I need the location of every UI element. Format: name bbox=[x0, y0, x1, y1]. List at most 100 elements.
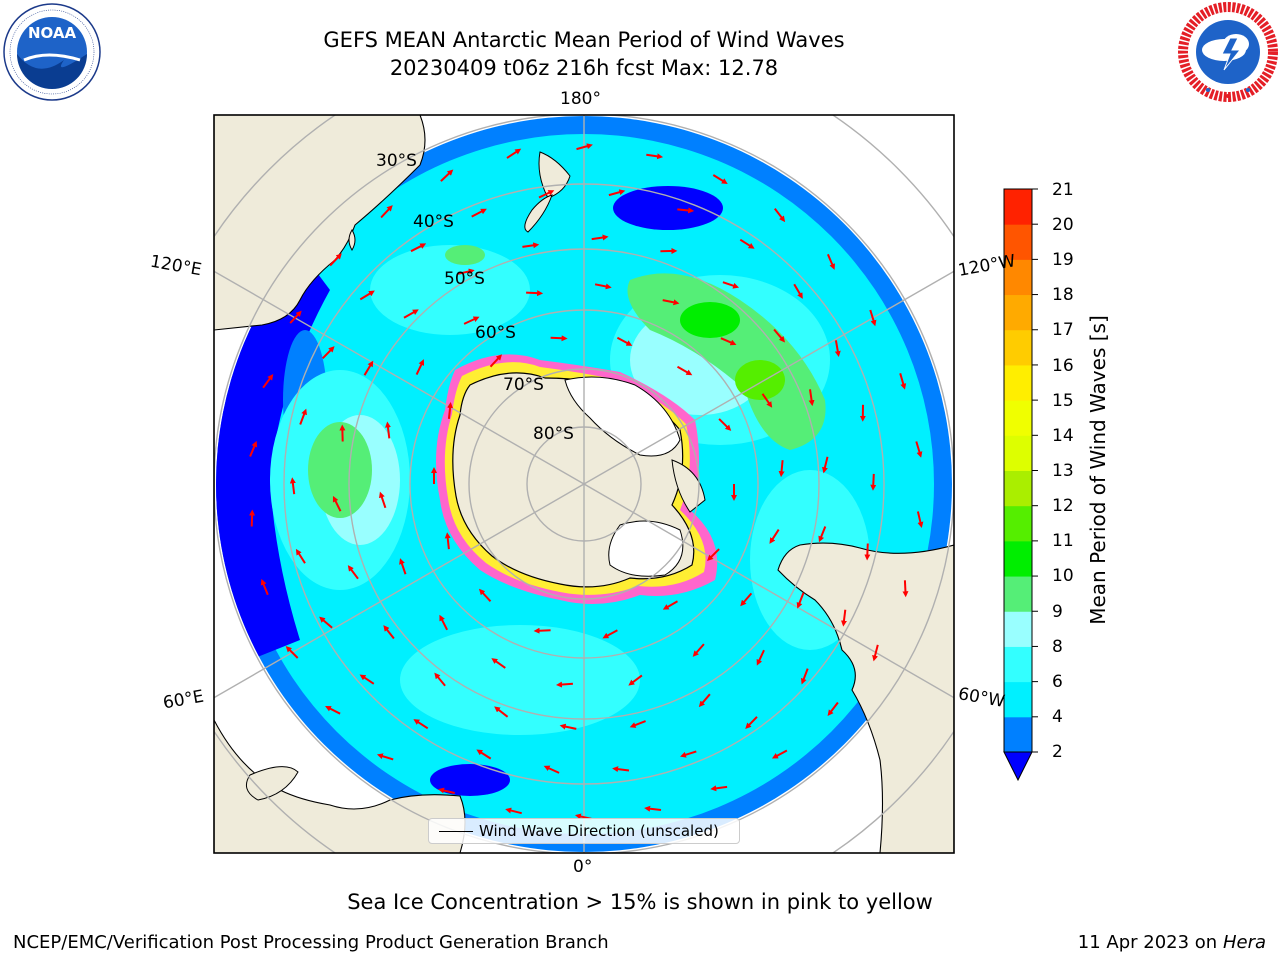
colorbar-level bbox=[1004, 505, 1032, 542]
map-legend: Wind Wave Direction (unscaled) bbox=[428, 818, 740, 844]
wave-direction-arrow bbox=[870, 473, 877, 491]
graticule bbox=[214, 115, 954, 853]
colorbar-tick: 12 bbox=[1052, 496, 1074, 516]
wave-direction-arrow bbox=[332, 495, 342, 512]
wave-direction-arrow bbox=[522, 242, 540, 249]
colorbar-tick: 21 bbox=[1052, 180, 1074, 200]
wave-direction-arrow bbox=[440, 169, 454, 182]
wave-direction-arrow bbox=[644, 805, 662, 812]
footer-credit: NCEP/EMC/Verification Post Processing Pr… bbox=[13, 932, 609, 953]
wave-direction-arrow bbox=[359, 674, 375, 685]
colorbar-level bbox=[1004, 329, 1032, 366]
plot-title-line1: GEFS MEAN Antarctic Mean Period of Wind … bbox=[323, 28, 845, 52]
wave-direction-arrow bbox=[526, 290, 544, 297]
legend-line-icon bbox=[439, 831, 473, 832]
footer-date-text: 11 Apr 2023 on bbox=[1077, 932, 1223, 953]
colorbar-tick: 19 bbox=[1052, 250, 1074, 270]
wave-direction-arrow bbox=[379, 491, 387, 509]
ronne-ice-shelf bbox=[608, 520, 684, 577]
wave-direction-arrow bbox=[289, 310, 302, 324]
wave-direction-arrow bbox=[249, 509, 256, 527]
footer-date: 11 Apr 2023 on Hera bbox=[1078, 932, 1266, 953]
lat-label-50s: 50°S bbox=[444, 269, 485, 289]
wave-direction-arrow bbox=[439, 614, 448, 631]
wave-direction-arrow bbox=[710, 785, 728, 792]
wave-direction-arrow bbox=[612, 766, 630, 773]
wave-direction-arrow bbox=[299, 408, 307, 425]
wave-direction-arrow bbox=[494, 706, 509, 718]
map-frame bbox=[213, 114, 955, 854]
wave-direction-arrow bbox=[506, 148, 522, 159]
wave-direction-arrow bbox=[260, 578, 269, 596]
colorbar-level bbox=[1004, 364, 1032, 401]
wave-direction-arrow bbox=[707, 548, 720, 562]
colorbar-tick: 11 bbox=[1052, 531, 1074, 551]
wave-direction-arrow bbox=[718, 418, 732, 431]
lat-label-70s: 70°S bbox=[503, 375, 544, 395]
colorbar-level bbox=[1004, 681, 1032, 718]
lat-label-60s: 60°S bbox=[475, 323, 516, 343]
wave-direction-arrow bbox=[415, 359, 425, 376]
wave-direction-arrow bbox=[628, 674, 643, 686]
wave-direction-arrow bbox=[864, 543, 871, 561]
colorbar-level bbox=[1004, 224, 1032, 260]
wave-direction-arrow bbox=[359, 290, 375, 301]
wave-direction-arrow bbox=[773, 328, 786, 343]
wave-direction-arrow bbox=[778, 460, 785, 478]
wave-direction-arrow bbox=[915, 441, 923, 458]
plot-title-line2: 20230409 t06z 216h fcst Max: 12.78 bbox=[389, 56, 779, 80]
wave-direction-arrow bbox=[840, 609, 847, 627]
wave-direction-arrow bbox=[680, 750, 697, 758]
wave-direction-arrow bbox=[808, 389, 815, 407]
svg-text:NOAA: NOAA bbox=[28, 24, 77, 42]
wave-direction-arrow bbox=[410, 243, 427, 253]
lat-label-30s: 30°S bbox=[376, 151, 417, 171]
wave-direction-arrow bbox=[543, 765, 560, 774]
colorbar-tick: 20 bbox=[1052, 215, 1074, 235]
wave-direction-arrow bbox=[698, 693, 711, 708]
wave-direction-arrow bbox=[471, 208, 487, 218]
wave-direction-arrow bbox=[818, 526, 827, 543]
wave-direction-arrow bbox=[413, 719, 429, 730]
wave-direction-arrow bbox=[505, 807, 522, 815]
wave-direction-arrow bbox=[827, 701, 839, 716]
wave-direction-arrow bbox=[249, 440, 258, 457]
wave-direction-arrow bbox=[321, 346, 335, 359]
colorbar-tick: 14 bbox=[1052, 426, 1074, 446]
lat-label-40s: 40°S bbox=[413, 212, 454, 232]
colorbar-level bbox=[1004, 716, 1032, 753]
wave-direction-arrow bbox=[602, 629, 618, 639]
wave-direction-arrow bbox=[677, 365, 693, 376]
wave-direction-arrow bbox=[720, 337, 737, 346]
wave-direction-arrow bbox=[295, 548, 306, 564]
colorbar-tick: 8 bbox=[1052, 637, 1063, 657]
wave-direction-arrow bbox=[491, 658, 506, 669]
wave-direction-arrow bbox=[739, 238, 755, 249]
colorbar-level bbox=[1004, 646, 1032, 683]
wave-direction-arrow bbox=[800, 668, 809, 685]
wave-direction-arrow bbox=[319, 616, 333, 629]
wave-direction-arrow bbox=[608, 189, 626, 197]
wave-direction-arrow bbox=[722, 281, 740, 289]
wave-direction-arrow bbox=[489, 354, 503, 368]
wave-direction-arrow bbox=[533, 627, 551, 634]
wave-direction-arrow bbox=[793, 283, 803, 299]
colorbar-level bbox=[1004, 576, 1032, 612]
colorbar-tick: 16 bbox=[1052, 356, 1074, 376]
wave-direction-arrow bbox=[399, 558, 407, 575]
wave-direction-arrow bbox=[774, 207, 786, 223]
colorbar-level bbox=[1004, 400, 1032, 436]
wave-direction-arrow bbox=[457, 268, 475, 275]
lat-label-80s: 80°S bbox=[533, 424, 574, 444]
australia bbox=[214, 115, 426, 331]
wave-direction-arrow bbox=[740, 592, 753, 607]
colorbar-tick: 15 bbox=[1052, 391, 1074, 411]
wave-direction-arrow bbox=[463, 316, 480, 325]
wave-direction-arrow bbox=[347, 565, 359, 580]
lon-label-180: 180° bbox=[560, 89, 601, 109]
colorbar-tick: 2 bbox=[1052, 742, 1063, 762]
colorbar-level bbox=[1004, 611, 1032, 647]
lon-label-0: 0° bbox=[573, 857, 593, 877]
noaa-logo: NOAA bbox=[3, 3, 101, 101]
colorbar-level bbox=[1004, 470, 1032, 507]
